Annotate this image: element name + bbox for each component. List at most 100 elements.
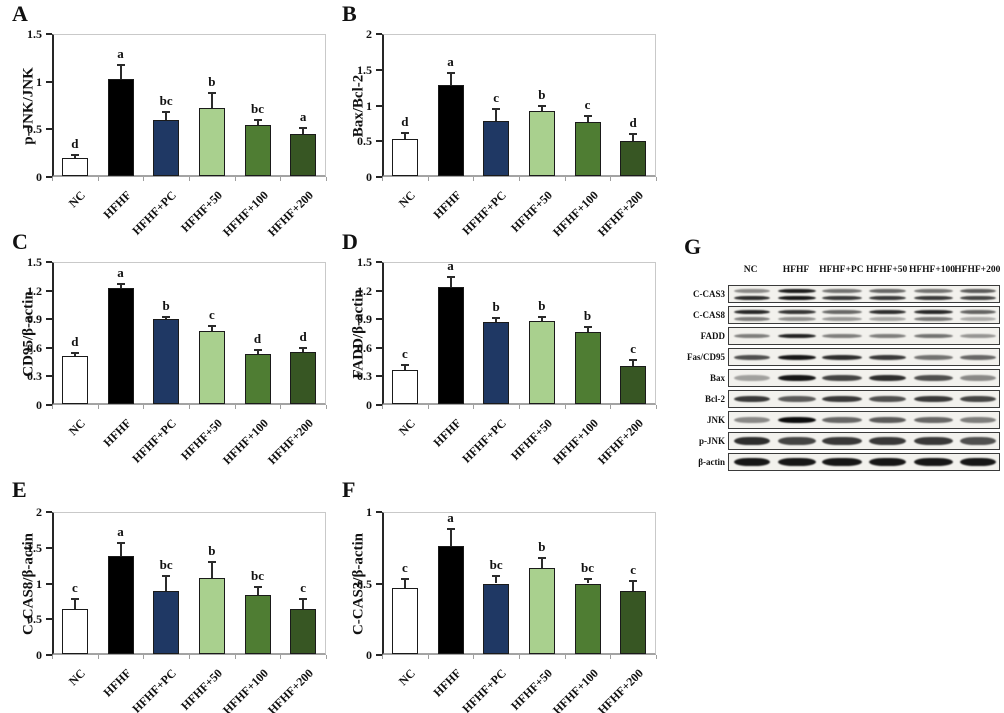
y-tick-mark	[376, 582, 382, 585]
error-bar-cap	[162, 575, 171, 578]
panel-d: D 0 0.3 0.6 0.9 1.2 1.5 FADD/β-actin c a b b b c NC HF…	[338, 229, 668, 472]
error-bar	[540, 105, 543, 111]
y-tick-label: 0.9	[27, 312, 42, 327]
error-bar	[119, 283, 122, 288]
significance-letter: bc	[159, 93, 173, 109]
bar	[574, 331, 601, 404]
blot-band	[822, 458, 863, 466]
error-bar	[256, 349, 259, 355]
plot-area	[52, 262, 326, 405]
bar	[574, 583, 601, 654]
error-bar	[165, 576, 168, 592]
y-tick-label: 0	[36, 170, 42, 184]
panel-f: F 0 0.5 1 C-CAS3/β-actin c a bc b bc c NC HFHF HFHF+…	[338, 470, 668, 713]
error-bar-cap	[583, 325, 592, 328]
x-tick-mark	[143, 655, 145, 659]
blot-band	[960, 354, 997, 360]
error-bar-cap	[629, 133, 638, 136]
x-tick-mark	[382, 177, 383, 181]
blot-band	[822, 437, 863, 445]
plot-area	[52, 34, 326, 177]
error-bar	[540, 557, 543, 568]
blot-band	[778, 437, 816, 445]
error-bar-cap	[70, 351, 79, 354]
y-tick-mark	[376, 176, 382, 178]
error-bar-cap	[537, 316, 546, 319]
y-tick-mark	[376, 289, 382, 292]
error-bar-cap	[253, 118, 262, 121]
blot-column-header: HFHF+200	[954, 265, 1001, 275]
x-tick-mark	[473, 177, 475, 181]
blot-band	[733, 317, 770, 321]
blot-band	[822, 354, 863, 360]
blot-band	[913, 289, 953, 293]
y-tick-mark	[46, 618, 52, 621]
x-tick-mark	[326, 405, 327, 409]
significance-letter: c	[630, 341, 637, 357]
error-bar	[495, 318, 498, 323]
bar	[198, 108, 225, 176]
x-tick-mark	[52, 655, 53, 659]
y-tick-label: 0.9	[357, 312, 372, 327]
y-axis-label: p-JNK/JNK	[20, 66, 36, 145]
y-tick-mark	[46, 511, 52, 513]
x-tick-mark	[234, 177, 236, 181]
blot-box	[728, 369, 1000, 387]
blot-band	[913, 296, 953, 300]
error-bar-cap	[116, 63, 125, 66]
error-bar	[449, 73, 452, 86]
significance-letter: d	[299, 328, 307, 344]
error-bar	[586, 115, 589, 122]
x-tick-mark	[143, 177, 145, 181]
bar	[483, 583, 510, 654]
panel-letter-g: G	[684, 234, 702, 259]
error-bar	[632, 134, 635, 142]
y-tick-mark	[46, 404, 52, 406]
panel-b: B 0 0.5 1 1.5 2 Bax/Bcl-2 d a c b c d NC HFHF HFHF+PC H…	[338, 1, 668, 244]
x-tick-mark	[427, 177, 429, 181]
x-tick-mark	[610, 405, 612, 409]
blot-band	[822, 417, 863, 423]
bar	[107, 555, 134, 654]
error-bar-cap	[492, 575, 501, 578]
blot-band	[778, 417, 816, 423]
panel-c: C 0 0.3 0.6 0.9 1.2 1.5 CD95/β-actin d a b c d d NC HF…	[8, 229, 338, 472]
significance-letter: b	[538, 86, 546, 102]
blot-band	[869, 354, 907, 360]
error-bar-cap	[629, 579, 638, 582]
y-tick-mark	[46, 654, 52, 656]
y-tick-label: 1	[366, 98, 372, 113]
x-tick-mark	[427, 405, 429, 409]
significance-letter: d	[71, 333, 79, 349]
significance-letter: b	[208, 74, 216, 90]
x-tick-mark	[473, 655, 475, 659]
significance-letter: d	[253, 330, 262, 346]
significance-letter: d	[401, 114, 409, 130]
bar	[620, 590, 647, 654]
significance-letter: b	[583, 307, 592, 323]
bar	[107, 78, 134, 176]
error-bar-cap	[400, 132, 409, 135]
y-tick-label: 0.3	[27, 369, 42, 384]
y-tick-label: 2	[36, 505, 42, 519]
blot-band	[913, 458, 953, 466]
bar	[153, 119, 180, 176]
blot-box	[728, 285, 1000, 303]
panel-letter-f: F	[342, 477, 356, 502]
error-bar	[449, 277, 452, 287]
y-tick-label: 1	[366, 505, 372, 519]
error-bar-cap	[446, 72, 455, 75]
blot-band	[960, 289, 997, 293]
blot-band	[778, 296, 816, 300]
significance-letter: bc	[489, 557, 503, 573]
x-category-label: NC	[395, 666, 418, 689]
x-tick-mark	[280, 177, 282, 181]
bar	[391, 139, 418, 176]
blot-band	[778, 396, 816, 402]
x-tick-mark	[143, 405, 145, 409]
x-tick-mark	[234, 405, 236, 409]
y-tick-mark	[376, 33, 382, 35]
y-tick-label: 0	[366, 398, 372, 412]
error-bar-cap	[70, 597, 79, 600]
error-bar-cap	[629, 359, 638, 362]
